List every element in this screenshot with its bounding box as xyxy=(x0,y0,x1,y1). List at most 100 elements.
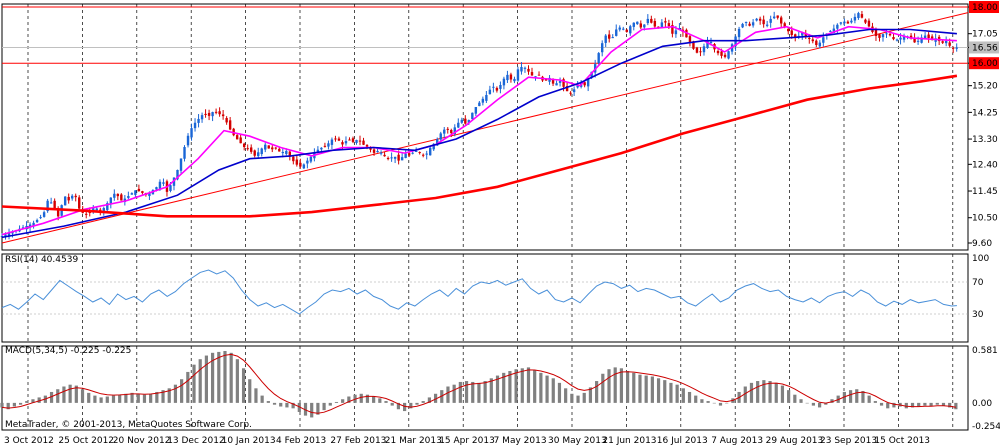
candle-body xyxy=(622,28,625,30)
candle-body xyxy=(499,84,502,89)
candle-body xyxy=(555,83,558,86)
candle-body xyxy=(569,92,572,94)
macd-histogram-bar xyxy=(520,368,524,403)
candle-body xyxy=(134,190,137,195)
candle-body xyxy=(369,147,372,150)
price-panel-frame xyxy=(1,3,969,251)
candle-body xyxy=(930,36,934,41)
candle-body xyxy=(955,47,958,49)
candle-body xyxy=(853,16,857,21)
candle-body xyxy=(183,147,186,159)
candle-body xyxy=(74,195,77,198)
rsi-indicator-label: RSI(14) 40.4539 xyxy=(5,255,78,265)
candle-body xyxy=(615,29,618,36)
candle-body xyxy=(421,154,425,156)
macd-histogram-bar xyxy=(25,401,29,403)
rsi-panel[interactable] xyxy=(1,269,968,315)
candle-body xyxy=(495,87,499,91)
candle-body xyxy=(197,118,200,123)
candle-body xyxy=(808,38,811,40)
candle-body xyxy=(214,111,218,113)
macd-histogram-bar xyxy=(328,402,332,406)
candle-body xyxy=(355,139,358,143)
price-panel[interactable] xyxy=(0,6,969,244)
macd-panel[interactable] xyxy=(0,351,958,418)
price-axis-label: 17.05 xyxy=(972,30,998,40)
candle-body xyxy=(70,195,74,199)
macd-histogram-bar xyxy=(136,393,140,403)
candle-body xyxy=(625,29,628,32)
macd-histogram-bar xyxy=(582,392,586,403)
macd-histogram-bar xyxy=(526,367,531,403)
macd-histogram-bar xyxy=(694,395,698,403)
candle-body xyxy=(643,24,646,28)
candle-body xyxy=(608,34,611,39)
macd-indicator-label: MACD(5,34,5) -0.225 -0.225 xyxy=(5,346,131,356)
candle-body xyxy=(11,231,14,234)
candle-body xyxy=(436,139,439,146)
macd-histogram-bar xyxy=(347,396,351,403)
candle-body xyxy=(190,128,193,138)
candle-body xyxy=(857,13,860,19)
macd-histogram-bar xyxy=(118,394,122,403)
macd-histogram-bar xyxy=(607,369,611,403)
candle-body xyxy=(109,197,113,204)
candle-body xyxy=(32,222,35,226)
macd-histogram-bar xyxy=(421,401,425,403)
candle-body xyxy=(892,37,895,40)
candle-body xyxy=(888,33,892,36)
candle-body xyxy=(141,191,144,193)
macd-histogram-bar xyxy=(6,402,10,410)
macd-histogram-bar xyxy=(675,384,679,403)
candle-body xyxy=(660,22,664,28)
macd-histogram-bar xyxy=(681,388,685,403)
candle-body xyxy=(671,25,674,34)
time-axis-label: 7 May 2013 xyxy=(494,436,547,446)
candle-body xyxy=(941,41,944,43)
macd-histogram-bar xyxy=(557,382,562,403)
candle-body xyxy=(590,71,593,78)
macd-histogram-bar xyxy=(793,394,797,403)
candle-body xyxy=(699,51,702,53)
macd-histogram-bar xyxy=(31,399,35,403)
candle-body xyxy=(860,14,864,18)
macd-histogram-bar xyxy=(514,369,518,403)
macd-histogram-bar xyxy=(248,379,252,403)
macd-histogram-bar xyxy=(334,401,339,403)
candle-body xyxy=(457,122,460,128)
candle-body xyxy=(429,147,432,156)
candle-body xyxy=(674,30,678,35)
macd-histogram-bar xyxy=(749,382,754,403)
candle-body xyxy=(386,157,390,159)
candle-body xyxy=(509,74,513,80)
macd-histogram-bar xyxy=(601,373,605,403)
candle-body xyxy=(794,34,797,38)
time-axis-label: 15 Oct 2013 xyxy=(874,436,930,446)
candle-body xyxy=(309,156,313,162)
candle-body xyxy=(839,22,843,24)
candle-body xyxy=(772,16,776,19)
candle-body xyxy=(123,198,127,202)
candle-body xyxy=(88,212,91,214)
candle-body xyxy=(832,28,836,33)
candle-body xyxy=(292,156,295,162)
macd-histogram-bar xyxy=(235,359,239,403)
price-axis-label: 9.60 xyxy=(972,239,992,249)
candle-body xyxy=(186,135,190,146)
candle-body xyxy=(481,98,485,103)
macd-histogram-bar xyxy=(403,402,407,412)
macd-histogram-bar xyxy=(93,395,97,403)
macd-histogram-bar xyxy=(718,402,723,406)
candle-body xyxy=(253,150,256,156)
macd-histogram-bar xyxy=(260,395,264,403)
macd-histogram-bar xyxy=(663,380,667,403)
rsi-line xyxy=(1,269,957,315)
time-axis-label: 21 Jun 2013 xyxy=(602,436,656,446)
macd-histogram-bar xyxy=(62,386,66,403)
candle-body xyxy=(42,212,46,217)
macd-histogram-bar xyxy=(948,402,952,408)
candle-body xyxy=(755,18,758,21)
candle-body xyxy=(225,118,228,123)
